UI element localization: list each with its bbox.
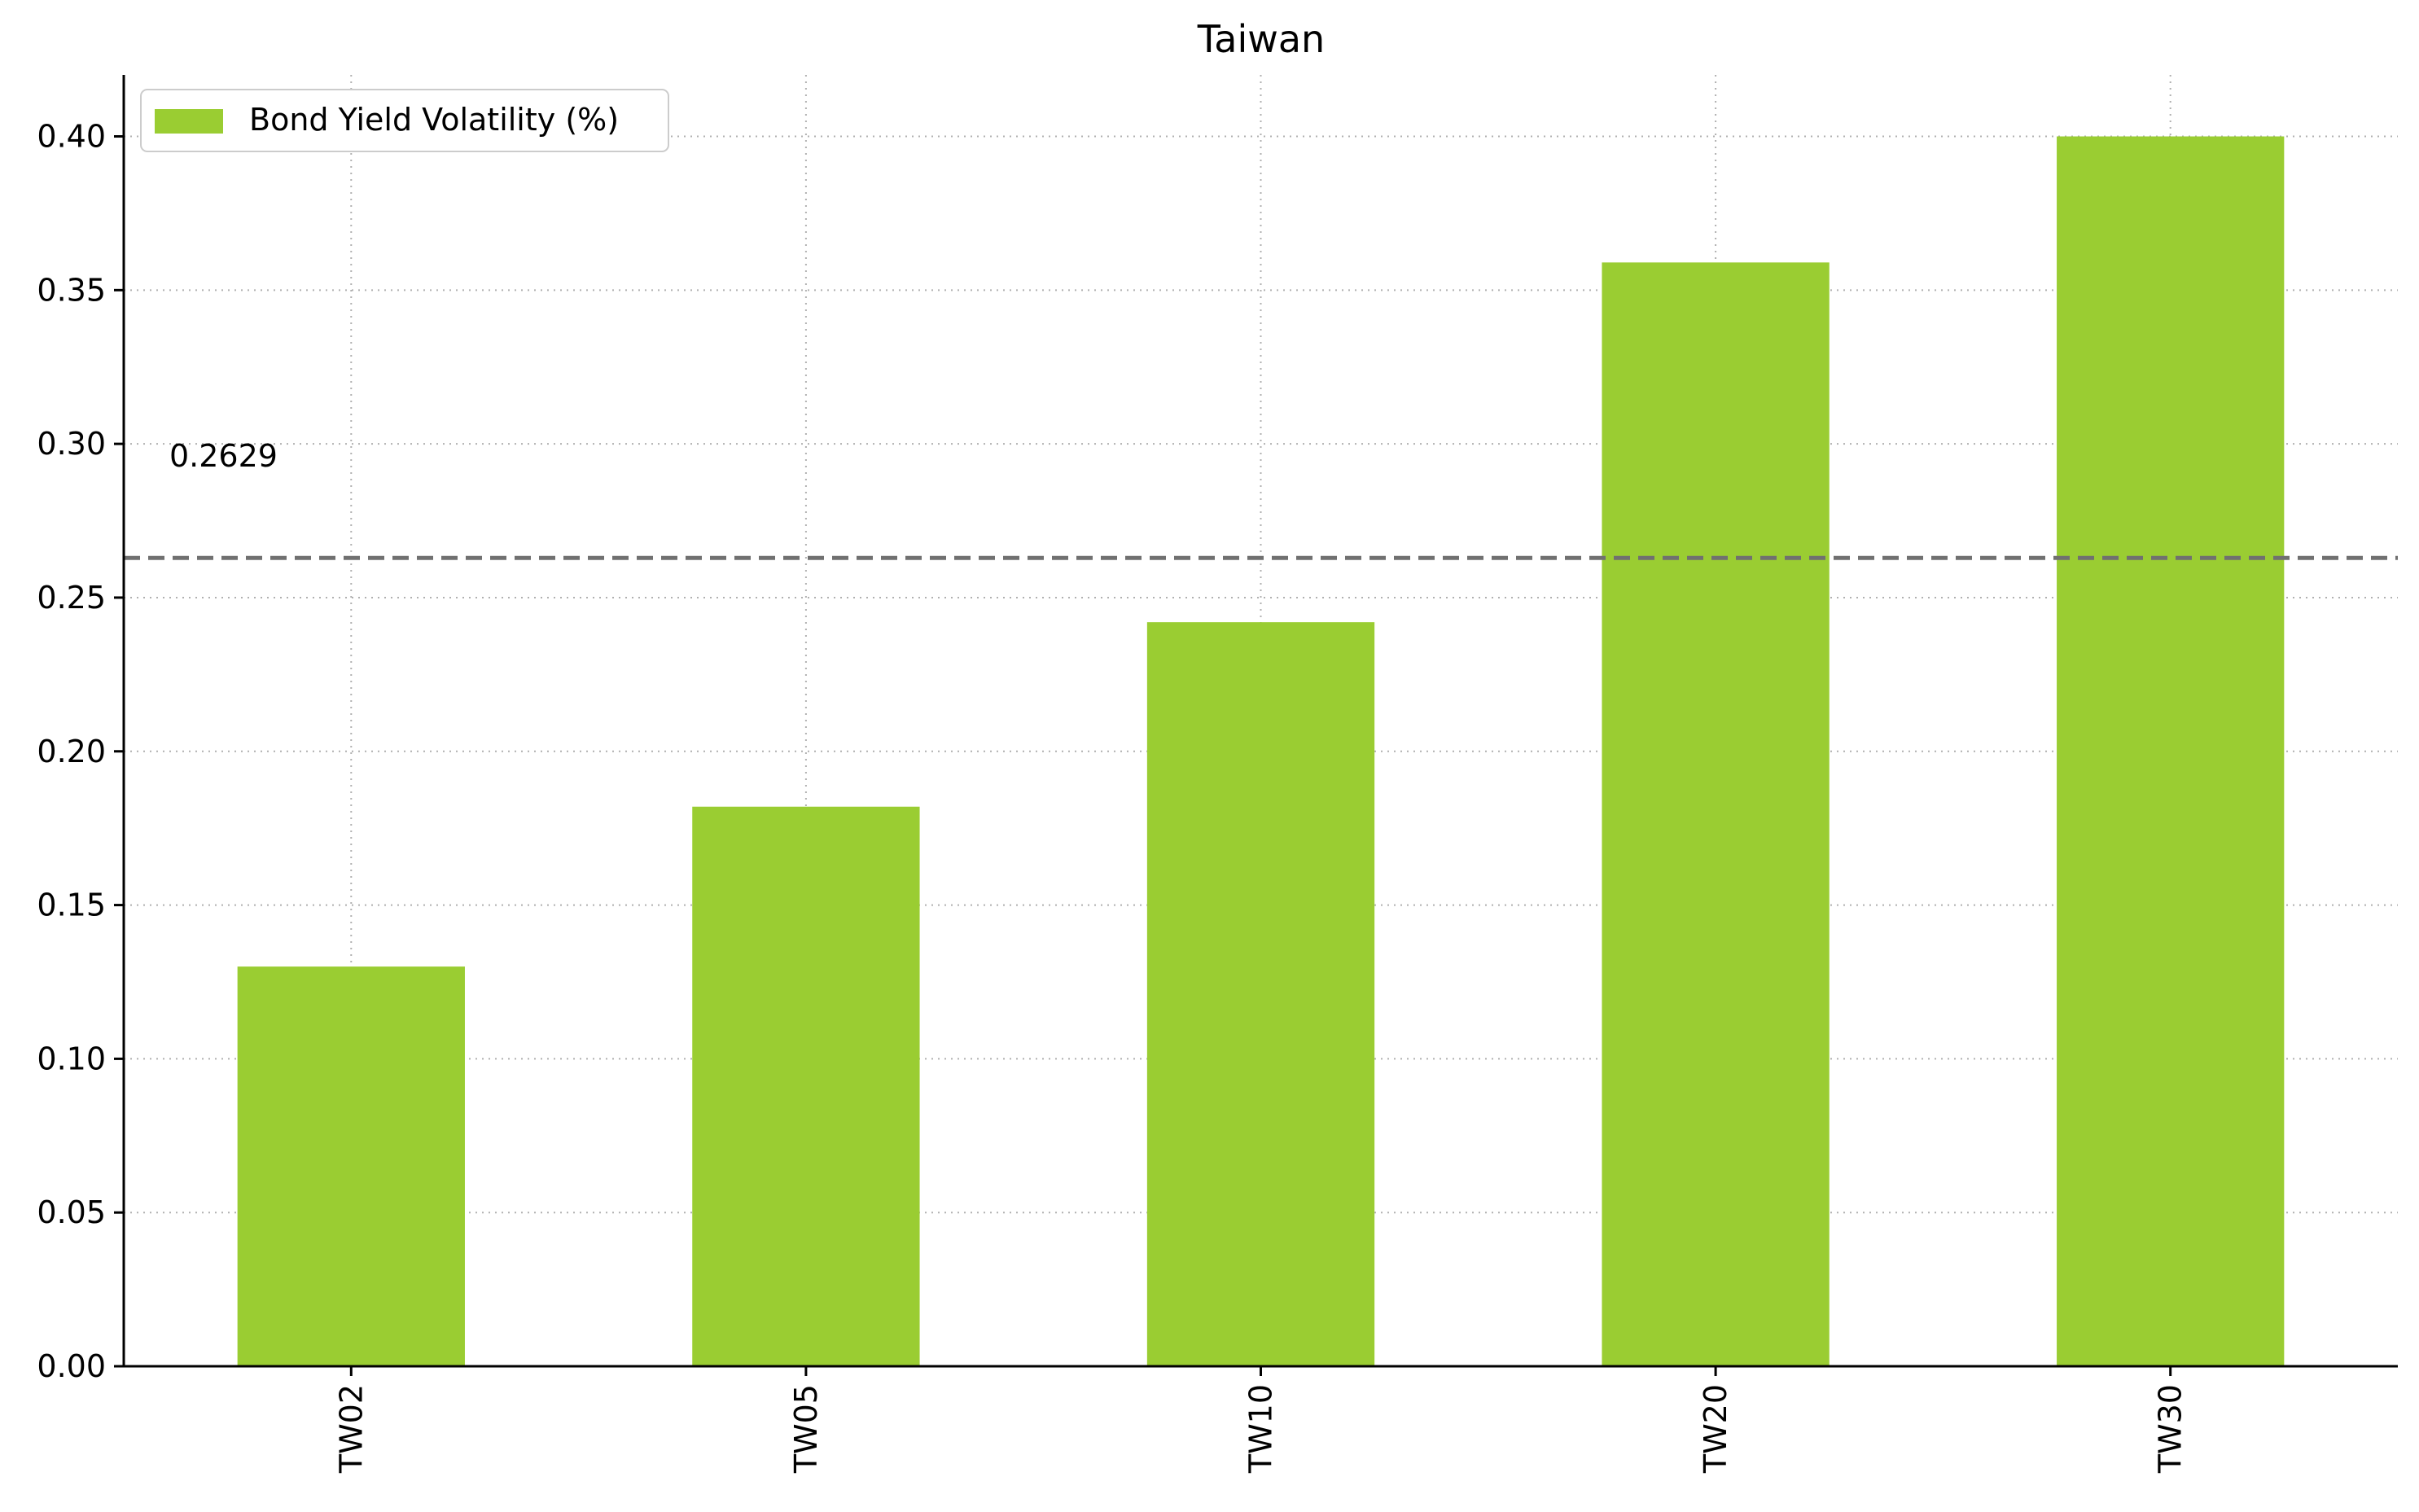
y-tick-label: 0.15 [37,887,106,923]
x-tick-label: TW20 [1698,1384,1733,1474]
y-tick-label: 0.20 [37,734,106,769]
x-tick-label: TW05 [788,1384,824,1474]
y-tick-label: 0.35 [37,272,106,308]
y-tick-label: 0.10 [37,1041,106,1076]
y-tick-label: 0.25 [37,580,106,616]
bar-tw02 [237,966,465,1366]
y-tick-label: 0.30 [37,426,106,462]
y-axis-ticks: 0.00 0.05 0.10 0.15 0.20 0.25 0.30 0.35 0.40 [37,119,124,1384]
legend: Bond Yield Volatility (%) [140,89,669,152]
x-tick-label: TW02 [333,1384,369,1474]
x-axis-ticks: TW02 TW05 TW10 TW20 TW30 [333,1366,2189,1474]
chart-title: Taiwan [1197,17,1325,61]
x-tick-label: TW10 [1243,1384,1279,1474]
y-tick-label: 0.00 [37,1348,106,1384]
legend-swatch [155,109,223,134]
y-tick-label: 0.05 [37,1194,106,1230]
reference-line-label: 0.2629 [169,438,278,474]
x-tick-label: TW30 [2153,1384,2189,1474]
bars-group [237,136,2285,1366]
bar-tw30 [2057,136,2285,1366]
y-tick-label: 0.40 [37,119,106,155]
bar-tw20 [1602,262,1830,1366]
legend-frame [140,89,669,152]
bar-tw05 [692,806,920,1366]
bar-tw10 [1146,622,1375,1366]
legend-label: Bond Yield Volatility (%) [249,102,619,138]
